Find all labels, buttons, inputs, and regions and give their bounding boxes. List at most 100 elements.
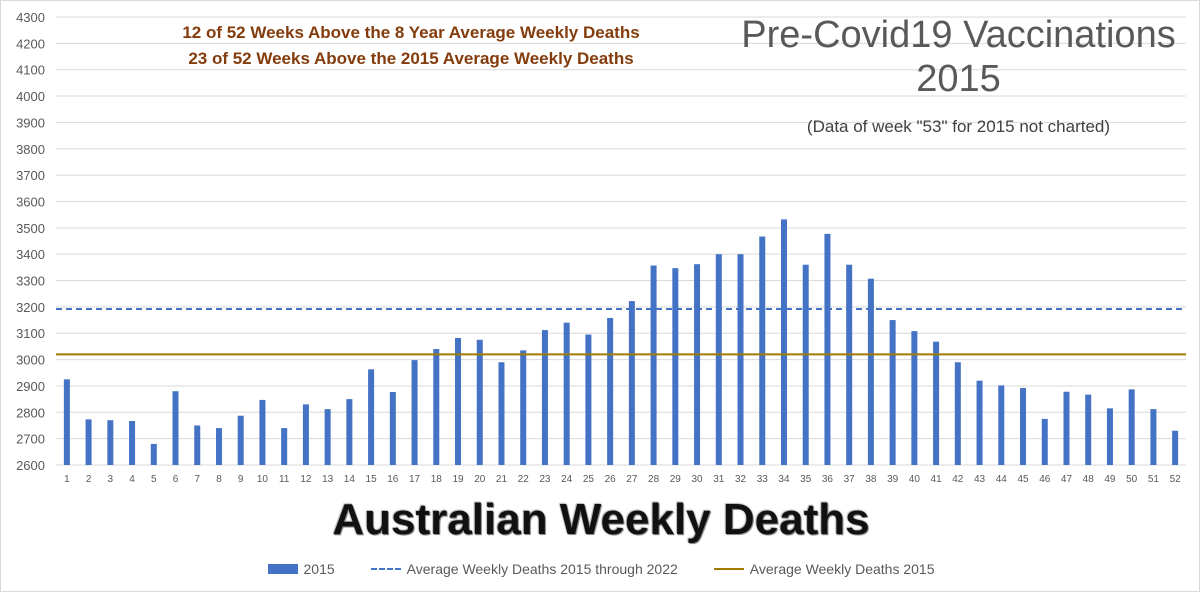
bar xyxy=(585,334,592,465)
bar xyxy=(1020,388,1027,465)
bar xyxy=(650,265,657,465)
bar xyxy=(1172,430,1179,465)
bar xyxy=(607,317,614,465)
x-tick-label: 38 xyxy=(865,474,877,485)
bar xyxy=(302,404,309,465)
y-tick-label: 4200 xyxy=(16,36,45,51)
x-tick-label: 29 xyxy=(670,474,682,485)
x-tick-label: 31 xyxy=(713,474,725,485)
x-tick-label: 41 xyxy=(931,474,943,485)
bar xyxy=(389,392,396,465)
y-tick-label: 3300 xyxy=(16,274,45,289)
x-tick-label: 7 xyxy=(194,474,200,485)
bar xyxy=(498,362,505,465)
x-tick-label: 23 xyxy=(539,474,551,485)
x-tick-label: 2 xyxy=(86,474,92,485)
x-tick-label: 15 xyxy=(366,474,378,485)
x-tick-label: 52 xyxy=(1170,474,1182,485)
legend-swatch-solid xyxy=(713,568,744,570)
bar xyxy=(455,337,462,465)
x-tick-label: 51 xyxy=(1148,474,1160,485)
y-tick-label: 4000 xyxy=(16,89,45,104)
x-tick-label: 47 xyxy=(1061,474,1073,485)
bar xyxy=(824,233,831,465)
main-title: Australian Weekly Deaths xyxy=(332,495,870,544)
x-tick-label: 35 xyxy=(800,474,812,485)
bar xyxy=(628,301,635,465)
x-tick-label: 44 xyxy=(996,474,1008,485)
bar xyxy=(998,385,1005,465)
x-tick-label: 17 xyxy=(409,474,421,485)
y-tick-label: 3600 xyxy=(16,194,45,209)
bar xyxy=(802,264,809,465)
bar xyxy=(694,264,701,465)
y-tick-label: 3400 xyxy=(16,247,45,262)
y-tick-label: 3900 xyxy=(16,115,45,130)
x-tick-label: 12 xyxy=(300,474,312,485)
bar xyxy=(368,369,375,465)
x-tick-label: 37 xyxy=(844,474,856,485)
legend-item-avg-8yr: Average Weekly Deaths 2015 through 2022 xyxy=(370,561,678,577)
bar xyxy=(737,254,744,465)
bar xyxy=(867,278,874,465)
x-tick-label: 49 xyxy=(1104,474,1116,485)
x-tick-label: 13 xyxy=(322,474,334,485)
bar xyxy=(1106,408,1113,465)
bar xyxy=(85,419,92,465)
bar xyxy=(63,379,70,465)
legend-item-2015: 2015 xyxy=(267,561,335,577)
bar xyxy=(1041,418,1048,465)
y-tick-label: 4300 xyxy=(16,10,45,25)
bar xyxy=(411,360,418,465)
bar xyxy=(1150,409,1157,465)
legend-swatch-dashed xyxy=(370,568,401,570)
x-tick-label: 43 xyxy=(974,474,986,485)
bar xyxy=(541,330,548,465)
bar xyxy=(954,362,961,465)
x-axis-ticks: 1 2 3 4 5 6 7 8 9 10 11 12 13 14 15 16 17 18 19 20 21 22 23 24 2… xyxy=(64,474,1181,485)
bar xyxy=(150,443,157,465)
x-tick-label: 25 xyxy=(583,474,595,485)
bar xyxy=(846,264,853,465)
bars xyxy=(63,219,1179,465)
y-tick-label: 3100 xyxy=(16,326,45,341)
chart-title-line-1: Pre-Covid19 Vaccinations xyxy=(741,14,1176,56)
legend-swatch-bar xyxy=(267,564,298,574)
bar xyxy=(520,350,527,465)
bar xyxy=(911,331,918,465)
bar xyxy=(324,409,331,465)
x-tick-label: 21 xyxy=(496,474,508,485)
x-tick-label: 36 xyxy=(822,474,834,485)
chart-title: Pre-Covid19 Vaccinations 2015 xyxy=(721,13,1196,101)
x-tick-label: 22 xyxy=(518,474,530,485)
x-tick-label: 20 xyxy=(474,474,486,485)
x-tick-label: 45 xyxy=(1017,474,1029,485)
x-tick-label: 3 xyxy=(108,474,114,485)
legend-label-avg-2015: Average Weekly Deaths 2015 xyxy=(749,561,935,577)
bar xyxy=(563,322,570,465)
bar xyxy=(933,341,940,465)
x-tick-label: 30 xyxy=(691,474,703,485)
bar xyxy=(1085,394,1092,465)
x-tick-label: 5 xyxy=(151,474,157,485)
y-tick-label: 2800 xyxy=(16,405,45,420)
x-tick-label: 32 xyxy=(735,474,747,485)
bar xyxy=(672,268,679,465)
y-tick-label: 2900 xyxy=(16,379,45,394)
x-tick-label: 46 xyxy=(1039,474,1051,485)
bar xyxy=(259,399,266,465)
x-tick-label: 42 xyxy=(952,474,964,485)
x-tick-label: 33 xyxy=(757,474,769,485)
bar xyxy=(476,339,483,465)
y-tick-label: 3800 xyxy=(16,142,45,157)
bar xyxy=(129,420,136,465)
x-tick-label: 11 xyxy=(279,474,290,485)
x-tick-label: 40 xyxy=(909,474,921,485)
bar xyxy=(281,428,288,465)
chart-title-line-2: 2015 xyxy=(916,58,1001,100)
x-tick-label: 8 xyxy=(216,474,222,485)
x-tick-label: 34 xyxy=(778,474,790,485)
x-tick-label: 48 xyxy=(1083,474,1095,485)
bar xyxy=(107,420,114,465)
